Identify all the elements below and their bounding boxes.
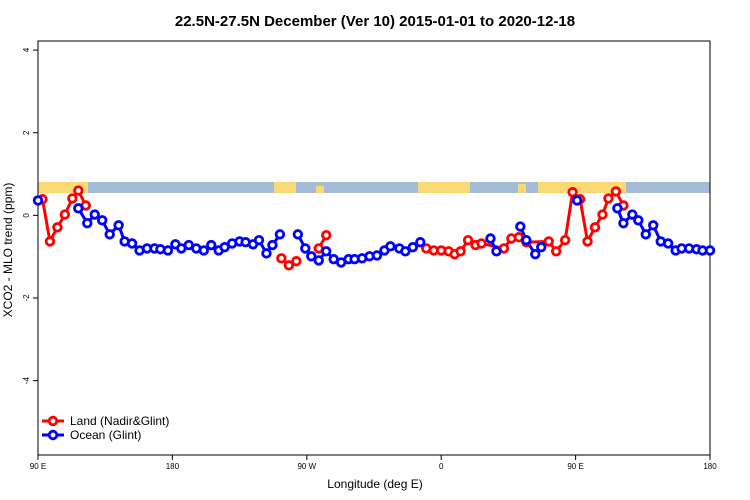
land-patch xyxy=(518,184,526,193)
x-tick-label: 0 xyxy=(439,462,444,471)
land-ocean-band xyxy=(38,182,710,193)
data-point xyxy=(485,233,496,244)
data-point xyxy=(52,222,63,233)
data-point xyxy=(455,246,466,257)
land-patch xyxy=(316,186,324,193)
y-tick-label: 4 xyxy=(22,47,31,52)
data-point xyxy=(582,236,593,247)
data-point xyxy=(400,246,411,257)
data-point xyxy=(73,203,84,214)
data-point xyxy=(267,239,278,251)
data-point xyxy=(283,260,295,271)
x-tick-label: 90 E xyxy=(30,462,46,471)
data-point xyxy=(104,229,115,240)
data-point xyxy=(536,241,547,253)
legend-label: Ocean (Glint) xyxy=(70,428,141,442)
y-tick-label: 2 xyxy=(22,130,31,135)
data-point xyxy=(261,248,272,259)
data-point xyxy=(321,246,332,257)
data-point xyxy=(44,236,56,247)
data-point xyxy=(612,203,623,214)
data-point xyxy=(627,209,638,220)
data-point xyxy=(89,209,100,220)
data-point xyxy=(603,193,614,204)
data-point xyxy=(67,193,78,204)
data-point xyxy=(291,256,302,267)
legend-swatch-marker xyxy=(47,415,59,427)
data-point xyxy=(300,243,311,254)
data-point xyxy=(640,229,651,240)
ocean-band xyxy=(38,182,710,193)
data-point xyxy=(113,220,124,231)
data-point xyxy=(559,234,571,246)
data-point xyxy=(515,221,526,232)
y-tick-label: -4 xyxy=(22,377,31,385)
data-point xyxy=(543,236,554,247)
data-point xyxy=(73,185,84,196)
y-tick-label: -2 xyxy=(22,294,31,302)
data-point xyxy=(610,186,622,197)
data-point xyxy=(274,229,286,240)
data-point xyxy=(82,218,93,229)
x-tick-label: 180 xyxy=(166,462,180,471)
data-point xyxy=(648,220,659,231)
data-point xyxy=(521,234,532,246)
data-point xyxy=(162,245,174,256)
x-axis-label: Longitude (deg E) xyxy=(327,477,422,491)
data-point xyxy=(415,237,426,248)
data-point xyxy=(589,222,601,233)
data-point xyxy=(371,250,383,261)
data-point xyxy=(571,195,583,206)
x-tick-label: 90 W xyxy=(297,462,316,471)
land-patch xyxy=(418,182,470,193)
y-tick-label: 0 xyxy=(22,213,31,218)
data-point xyxy=(633,215,644,226)
data-point xyxy=(126,238,138,249)
land-patch xyxy=(38,182,88,193)
data-point xyxy=(567,187,578,198)
data-point xyxy=(313,255,324,266)
land-patch xyxy=(538,182,626,193)
legend-label: Land (Nadir&Glint) xyxy=(70,414,169,428)
data-point xyxy=(97,215,108,226)
data-point xyxy=(306,251,317,262)
data-point xyxy=(385,241,396,252)
chart-title: 22.5N-27.5N December (Ver 10) 2015-01-01… xyxy=(175,13,575,30)
data-point xyxy=(59,209,71,220)
data-point xyxy=(206,239,217,251)
data-point xyxy=(491,246,502,257)
data-point xyxy=(462,234,474,246)
data-point xyxy=(597,209,608,220)
data-point xyxy=(276,253,287,264)
data-point xyxy=(292,229,304,240)
data-point xyxy=(530,248,541,260)
data-point xyxy=(198,245,209,256)
legend: Land (Nadir&Glint)Ocean (Glint) xyxy=(42,414,169,442)
data-point xyxy=(32,195,44,206)
data-point xyxy=(321,229,332,241)
legend-swatch-marker xyxy=(47,429,59,441)
data-point xyxy=(662,238,674,249)
x-tick-label: 90 E xyxy=(567,462,583,471)
data-point xyxy=(407,241,419,253)
data-point xyxy=(476,238,487,249)
data-point xyxy=(219,241,230,253)
data-point xyxy=(253,234,265,246)
data-point xyxy=(550,246,562,257)
land-patch xyxy=(274,182,296,193)
data-point xyxy=(618,218,629,229)
data-point xyxy=(704,245,716,256)
y-axis-label: XCO2 - MLO trend (ppm) xyxy=(1,183,15,318)
x-tick-label: 180 xyxy=(703,462,717,471)
